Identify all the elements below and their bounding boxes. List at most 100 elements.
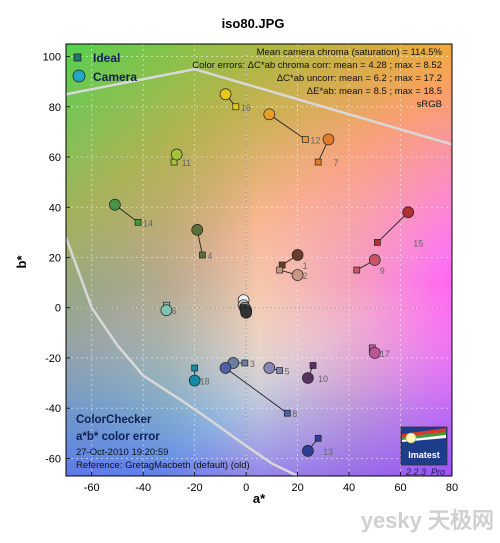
chart-title: iso80.JPG	[222, 16, 285, 31]
stats-line-5: sRGB	[417, 99, 442, 110]
patch-17: 17	[368, 344, 390, 359]
patch-label: 5	[285, 367, 290, 377]
patch-7: 7	[314, 133, 338, 168]
error-line	[225, 367, 288, 414]
patch-label: 6	[171, 306, 176, 316]
stats-block: Mean camera chroma (saturation) = 114.5%…	[192, 47, 442, 110]
logo-name: Imatest	[408, 450, 440, 460]
legend-camera-circle	[72, 69, 86, 83]
camera-marker	[302, 372, 314, 384]
patch-label: 1	[303, 261, 308, 271]
y-axis-ticks: -60 -40 -20 0 20 40 60 80 100	[43, 52, 70, 465]
ideal-marker	[276, 367, 283, 374]
y-tick-label: 20	[49, 252, 61, 264]
x-tick-label: 20	[291, 482, 303, 494]
ideal-marker	[309, 362, 317, 369]
camera-marker	[402, 206, 415, 219]
patch-18: 18	[188, 364, 210, 387]
y-tick-label: 80	[49, 102, 61, 114]
patch-12: 12	[263, 108, 320, 145]
y-tick-label: 60	[49, 152, 61, 164]
patch-10: 10	[302, 362, 328, 384]
patch-label: 8	[292, 409, 297, 419]
y-tick-label: 100	[43, 52, 61, 64]
ideal-marker	[134, 218, 142, 226]
gamut-boundary-upper	[66, 67, 452, 146]
camera-marker	[291, 249, 304, 261]
camera-marker	[368, 254, 381, 266]
x-tick-label: -20	[187, 482, 203, 494]
camera-marker	[160, 304, 173, 317]
legend-camera-label: Camera	[93, 70, 137, 84]
legend-ideal-label: Ideal	[93, 51, 120, 65]
error-line	[377, 211, 409, 243]
info-reference: Reference: GretagMacbeth (default) (old)	[76, 460, 250, 471]
patch-14: 14	[109, 198, 153, 228]
camera-marker	[170, 148, 183, 161]
stats-line-2: Color errors: ΔC*ab chroma corr: mean = …	[192, 60, 442, 71]
info-timestamp: 27-Oct-2010 19:20:59	[76, 447, 168, 458]
patch-13: 13	[302, 434, 333, 457]
x-tick-label: -60	[84, 482, 100, 494]
plot-frame	[65, 43, 453, 477]
y-tick-label: 0	[55, 303, 61, 315]
camera-marker	[302, 445, 314, 457]
patch-K	[240, 304, 252, 319]
patch-label: 15	[413, 238, 423, 248]
camera-marker	[291, 269, 304, 281]
y-axis-label: b*	[14, 255, 29, 269]
ideal-marker	[276, 266, 283, 274]
patch-label: 16	[241, 103, 251, 113]
imatest-logo: Imatest 2.2.3 Pro	[400, 426, 448, 477]
camera-marker	[109, 198, 121, 211]
legend: Ideal Camera	[72, 51, 137, 84]
x-tick-label: 0	[243, 482, 249, 494]
ideal-marker	[232, 103, 240, 111]
ideal-marker	[199, 251, 206, 259]
watermark: yesky 天极网	[361, 508, 494, 533]
camera-marker	[240, 306, 252, 319]
patch-9: 9	[353, 254, 385, 276]
patch-label: 13	[323, 447, 333, 457]
logo-version: 2.2.3	[405, 467, 426, 477]
y-tick-label: -60	[45, 453, 61, 465]
x-tick-label: 80	[446, 482, 458, 494]
logo-edition: Pro	[431, 467, 445, 477]
patch-label: 9	[380, 266, 385, 276]
ideal-marker	[314, 434, 322, 442]
ideal-marker	[283, 409, 291, 417]
info-block: ColorChecker a*b* color error 27-Oct-201…	[76, 414, 250, 471]
patch-label: 3	[250, 359, 255, 369]
ideal-marker	[301, 136, 309, 143]
camera-marker	[191, 224, 204, 236]
camera-marker	[188, 374, 201, 387]
ideal-marker	[374, 239, 381, 246]
legend-ideal-square	[73, 53, 82, 62]
camera-marker	[322, 133, 335, 146]
patch-label: 11	[182, 158, 191, 168]
camera-marker	[219, 88, 232, 101]
patch-label: 2	[303, 271, 308, 281]
y-tick-label: -20	[45, 353, 61, 365]
patch-5: 5	[263, 362, 290, 377]
patch-8: 8	[219, 362, 297, 419]
stats-line-1: Mean camera chroma (saturation) = 114.5%	[257, 47, 443, 58]
x-tick-label: 60	[394, 482, 406, 494]
patch-4: 4	[191, 224, 212, 261]
patch-2: 2	[276, 266, 308, 281]
camera-marker	[219, 362, 232, 374]
camera-marker	[263, 362, 276, 374]
info-title: ColorChecker	[76, 414, 152, 426]
info-subtitle: a*b* color error	[76, 431, 160, 443]
y-tick-label: -40	[45, 403, 61, 415]
x-axis-label: a*	[253, 491, 266, 506]
error-line	[269, 113, 306, 140]
patch-label: 12	[310, 135, 320, 145]
patch-11: 11	[170, 148, 191, 168]
patch-1: 1	[278, 249, 308, 271]
x-tick-label: -40	[135, 482, 151, 494]
ideal-marker	[353, 266, 361, 274]
camera-marker	[368, 347, 381, 359]
